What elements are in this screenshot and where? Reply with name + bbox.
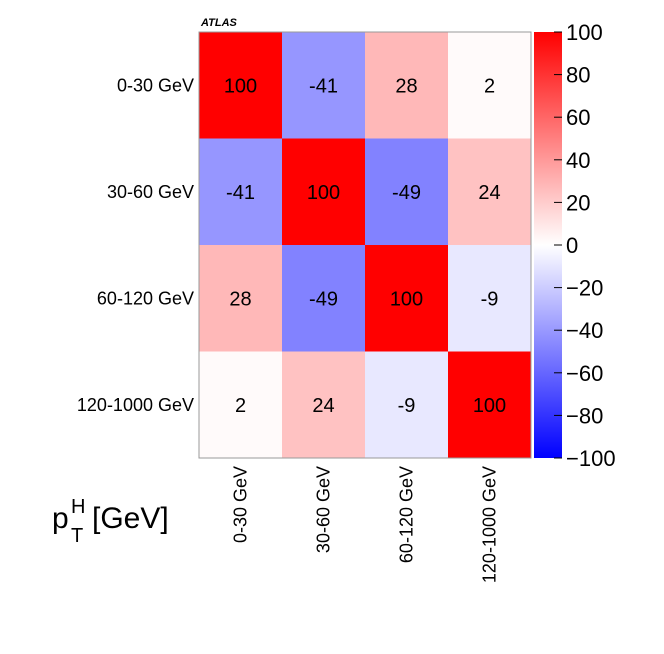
heatmap-cell bbox=[199, 245, 282, 352]
colorbar-tick-label: 60 bbox=[566, 105, 590, 130]
x-tick-label: 30-60 GeV bbox=[314, 466, 334, 553]
heatmap-cell bbox=[282, 245, 365, 352]
y-tick-label: 60-120 GeV bbox=[97, 288, 194, 308]
cell-value-label: -41 bbox=[226, 182, 255, 204]
colorbar-tick-label: −60 bbox=[566, 361, 603, 386]
cell-value-label: -41 bbox=[309, 75, 338, 97]
colorbar-tick-label: 40 bbox=[566, 148, 590, 173]
heatmap-cell bbox=[365, 138, 448, 245]
cell-value-label: 2 bbox=[235, 395, 246, 417]
cell-value-label: 100 bbox=[307, 182, 340, 204]
heatmap-cells: 100 -41 28 2 -41 100 -49 24 28 -49 100 -9 2 24 -9 100 bbox=[199, 32, 531, 458]
colorbar-tick-label: −20 bbox=[566, 276, 603, 301]
colorbar-tick-label: 100 bbox=[566, 20, 603, 45]
x-axis-title: p H T [GeV] bbox=[52, 496, 169, 547]
experiment-label: ATLAS bbox=[200, 17, 238, 29]
heatmap-cell bbox=[448, 245, 531, 352]
colorbar-tick-label: −100 bbox=[566, 446, 616, 471]
x-axis-title-superscript: H bbox=[71, 496, 85, 518]
cell-value-label: -9 bbox=[481, 288, 499, 310]
colorbar-tick-label: −40 bbox=[566, 318, 603, 343]
cell-value-label: 100 bbox=[224, 75, 257, 97]
heatmap-cell bbox=[365, 32, 448, 139]
y-tick-label: 120-1000 GeV bbox=[77, 395, 194, 415]
heatmap-cell bbox=[199, 138, 282, 245]
x-tick-label: 60-120 GeV bbox=[397, 466, 417, 563]
heatmap-cell bbox=[282, 351, 365, 458]
cell-value-label: 2 bbox=[484, 75, 495, 97]
cell-value-label: 24 bbox=[312, 395, 334, 417]
y-tick-label: 0-30 GeV bbox=[117, 75, 194, 95]
heatmap-cell bbox=[199, 32, 282, 139]
cell-value-label: 100 bbox=[390, 288, 423, 310]
colorbar-tick-label: 20 bbox=[566, 190, 590, 215]
heatmap-cell bbox=[282, 138, 365, 245]
cell-value-label: 28 bbox=[229, 288, 251, 310]
plot-frame bbox=[198, 31, 532, 459]
heatmap-cell bbox=[199, 351, 282, 458]
colorbar-tick-label: 0 bbox=[566, 233, 578, 258]
colorbar-ticks: 100 80 60 40 20 0 −20 −40 −60 −80 −100 bbox=[554, 20, 616, 471]
cell-value-label: 28 bbox=[395, 75, 417, 97]
colorbar-tick-label: −80 bbox=[566, 403, 603, 428]
cell-value-label: -49 bbox=[392, 182, 421, 204]
x-tick-labels: 0-30 GeV 30-60 GeV 60-120 GeV 120-1000 GeV bbox=[231, 466, 500, 583]
cell-value-label: 100 bbox=[473, 395, 506, 417]
x-axis-title-subscript: T bbox=[71, 525, 83, 547]
heatmap-cell bbox=[365, 245, 448, 352]
y-tick-label: 30-60 GeV bbox=[107, 182, 194, 202]
x-tick-label: 120-1000 GeV bbox=[480, 466, 500, 583]
heatmap-cell bbox=[365, 351, 448, 458]
heatmap-cell bbox=[448, 351, 531, 458]
cell-value-label: -49 bbox=[309, 288, 338, 310]
cell-value-label: 24 bbox=[478, 182, 500, 204]
heatmap-cell bbox=[448, 138, 531, 245]
x-axis-title-unit: [GeV] bbox=[92, 502, 169, 535]
heatmap-cell bbox=[282, 32, 365, 139]
x-axis-title-base: p bbox=[52, 502, 69, 535]
heatmap-cell bbox=[448, 32, 531, 139]
cell-value-label: -9 bbox=[398, 395, 416, 417]
colorbar-tick-label: 80 bbox=[566, 63, 590, 88]
y-tick-labels: 0-30 GeV 30-60 GeV 60-120 GeV 120-1000 GeV bbox=[77, 75, 194, 415]
x-tick-label: 0-30 GeV bbox=[231, 466, 251, 543]
